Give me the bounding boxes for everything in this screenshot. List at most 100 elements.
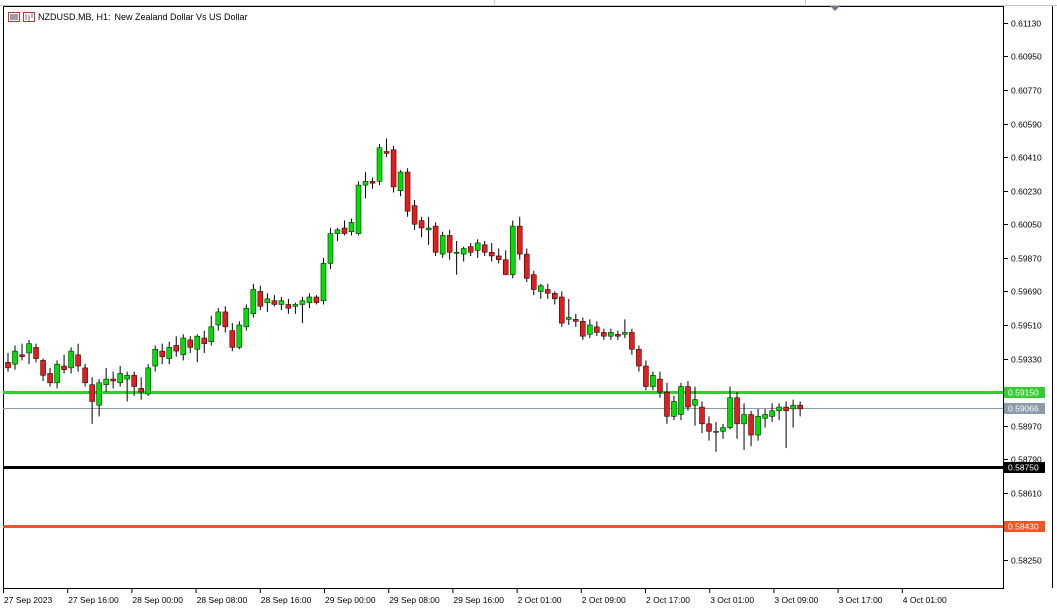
candle[interactable] (706, 416, 712, 441)
candle[interactable] (531, 270, 537, 296)
candle[interactable] (173, 336, 179, 357)
candle[interactable] (313, 295, 320, 305)
candle[interactable] (159, 343, 165, 365)
candle[interactable] (243, 304, 250, 331)
candle[interactable] (299, 297, 306, 324)
candle[interactable] (397, 170, 404, 197)
candle[interactable] (152, 345, 158, 372)
candle[interactable] (446, 229, 453, 260)
candle[interactable] (292, 302, 299, 314)
candle[interactable] (124, 371, 130, 402)
candle[interactable] (236, 321, 243, 350)
candle[interactable] (636, 345, 642, 372)
candle[interactable] (552, 291, 558, 305)
candle[interactable] (692, 386, 698, 426)
candle[interactable] (481, 241, 488, 256)
candle[interactable] (769, 403, 775, 422)
candle[interactable] (622, 319, 628, 339)
candle[interactable] (89, 377, 95, 424)
candle[interactable] (509, 220, 516, 279)
candle[interactable] (82, 364, 88, 387)
candle[interactable] (229, 323, 236, 352)
candle[interactable] (271, 295, 278, 307)
candle[interactable] (573, 313, 579, 327)
candle[interactable] (432, 222, 439, 256)
candle[interactable] (734, 392, 740, 439)
candle[interactable] (12, 345, 18, 370)
candle[interactable] (601, 328, 607, 340)
candle[interactable] (222, 306, 229, 333)
candle[interactable] (629, 328, 635, 355)
candle[interactable] (33, 343, 39, 363)
candle[interactable] (594, 321, 600, 337)
candle[interactable] (523, 248, 530, 283)
candle[interactable] (5, 352, 11, 372)
candle[interactable] (320, 257, 327, 305)
candle[interactable] (327, 227, 334, 270)
candle[interactable] (545, 283, 551, 299)
candle[interactable] (502, 250, 509, 275)
candle[interactable] (47, 367, 53, 387)
candle[interactable] (453, 241, 460, 275)
candle[interactable] (587, 319, 593, 339)
candle[interactable] (257, 285, 264, 311)
candle[interactable] (19, 343, 25, 361)
candle[interactable] (208, 315, 215, 346)
candle[interactable] (460, 246, 467, 262)
candle[interactable] (671, 395, 677, 421)
candle[interactable] (26, 339, 32, 365)
candle[interactable] (608, 328, 614, 340)
candle[interactable] (40, 358, 46, 381)
candle[interactable] (348, 218, 355, 236)
candle[interactable] (264, 293, 271, 312)
candle[interactable] (678, 382, 684, 421)
candle[interactable] (145, 364, 151, 396)
candle[interactable] (250, 283, 257, 318)
candle[interactable] (355, 181, 362, 236)
candle[interactable] (215, 308, 222, 331)
candle[interactable] (278, 297, 285, 311)
candle[interactable] (559, 291, 565, 327)
candle[interactable] (741, 403, 747, 450)
candle[interactable] (362, 172, 369, 199)
candle[interactable] (538, 283, 544, 299)
candle[interactable] (411, 200, 418, 230)
candle[interactable] (580, 317, 586, 340)
candle[interactable] (713, 421, 719, 452)
candle[interactable] (776, 403, 782, 421)
candle[interactable] (467, 242, 474, 256)
candle[interactable] (61, 354, 67, 374)
candle[interactable] (425, 216, 432, 245)
candle[interactable] (643, 360, 649, 391)
candle[interactable] (699, 401, 705, 434)
candle[interactable] (650, 371, 656, 391)
candle[interactable] (664, 382, 670, 424)
candle[interactable] (762, 408, 768, 428)
candle[interactable] (180, 334, 186, 361)
candle[interactable] (390, 145, 397, 193)
candle[interactable] (68, 347, 74, 374)
candle[interactable] (131, 371, 137, 396)
candle[interactable] (516, 216, 523, 260)
candle[interactable] (727, 386, 733, 430)
candle[interactable] (341, 220, 348, 236)
candle[interactable] (748, 410, 754, 447)
candle[interactable] (376, 144, 383, 186)
candle[interactable] (96, 379, 102, 417)
candle[interactable] (657, 371, 663, 398)
candle[interactable] (418, 216, 425, 238)
candle[interactable] (495, 248, 502, 264)
candle[interactable] (488, 242, 495, 262)
candle[interactable] (54, 360, 60, 389)
candle[interactable] (110, 371, 116, 389)
candle[interactable] (685, 380, 691, 411)
candle[interactable] (720, 423, 726, 439)
candle[interactable] (201, 330, 208, 353)
candle[interactable] (790, 399, 796, 428)
candle[interactable] (566, 298, 572, 325)
candle[interactable] (75, 343, 81, 372)
candle[interactable] (285, 298, 292, 314)
candle[interactable] (615, 330, 621, 340)
